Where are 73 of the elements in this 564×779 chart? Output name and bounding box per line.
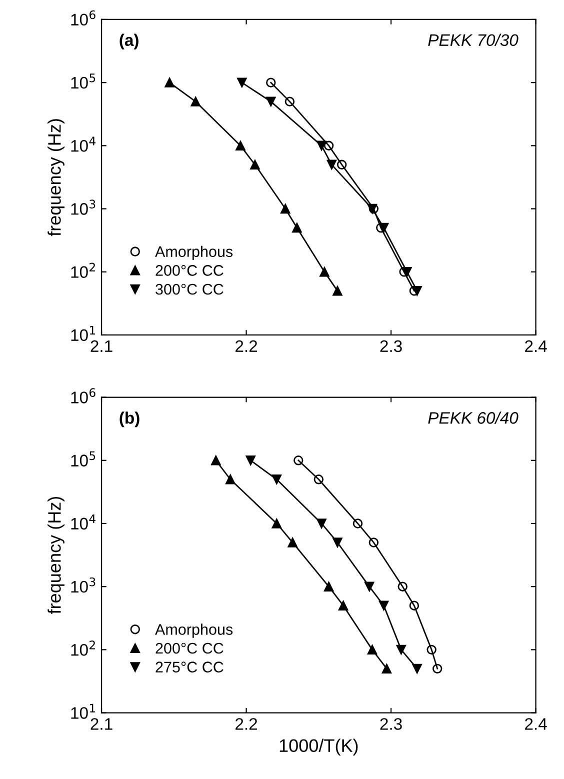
annotation: PEKK 70/30 <box>428 34 518 46</box>
y-tick-label: 10$^{5}$ <box>71 74 96 89</box>
point <box>316 518 326 528</box>
x-tick-label: 2.4 <box>525 718 547 730</box>
legend-label: Amorphous <box>155 246 233 260</box>
x-tick-label: 2.2 <box>236 718 258 730</box>
y-tick-label: 10$^{2}$ <box>71 262 95 278</box>
legend-label: 200°C CC <box>156 265 224 276</box>
x-tick-label: 2.1 <box>90 718 112 730</box>
point <box>368 538 379 548</box>
point <box>324 140 334 151</box>
y-tick-label: 10$^{1}$ <box>71 704 96 719</box>
x-axis-title: 1000/T(K) <box>280 738 358 756</box>
x-tick-label: 2.3 <box>380 340 402 352</box>
point <box>412 664 422 674</box>
point <box>316 140 326 151</box>
point <box>364 582 374 592</box>
point <box>336 160 347 170</box>
x-tick-label: 2.3 <box>380 718 402 730</box>
y-tick-label: 10$^{6}$ <box>71 388 96 404</box>
annotation: (b) <box>120 412 140 428</box>
point <box>378 600 389 610</box>
point <box>190 96 200 106</box>
point <box>250 160 260 170</box>
y-tick-label: 10$^{4}$ <box>71 514 96 530</box>
point <box>352 518 363 528</box>
point <box>314 474 324 484</box>
point <box>432 664 442 674</box>
point <box>398 582 408 592</box>
point <box>266 96 276 106</box>
y-tick-label: 10$^{2}$ <box>71 640 95 656</box>
point <box>326 160 337 170</box>
point <box>338 600 348 610</box>
point <box>280 204 290 214</box>
y-tick-label: 10$^{1}$ <box>71 326 96 342</box>
point <box>236 140 246 151</box>
legend-label: 300°C CC <box>156 284 224 295</box>
point <box>292 222 302 233</box>
point <box>426 644 436 655</box>
y-tick-label: 10$^{3}$ <box>71 577 96 593</box>
x-tick-label: 2.1 <box>90 340 112 352</box>
point <box>409 600 420 610</box>
y-tick-label: 10$^{3}$ <box>71 200 96 215</box>
point <box>266 78 276 88</box>
point <box>382 664 392 674</box>
legend-label: 200°C CC <box>156 642 224 654</box>
point <box>211 456 221 466</box>
point <box>284 96 295 106</box>
point <box>288 538 298 548</box>
point <box>272 474 282 484</box>
annotation: (a) <box>120 34 138 50</box>
point <box>332 538 342 548</box>
y-axis-title: frequency (Hz) <box>48 119 64 236</box>
point <box>320 267 330 277</box>
legend-label: 275°C CC <box>156 662 224 672</box>
annotation: PEKK 60/40 <box>428 412 518 424</box>
y-axis-title: frequency (Hz) <box>48 496 64 614</box>
y-tick-label: 10$^{4}$ <box>71 136 96 152</box>
x-tick-label: 2.2 <box>236 340 258 352</box>
y-tick-label: 10$^{6}$ <box>71 10 96 26</box>
y-tick-label: 10$^{5}$ <box>71 451 96 466</box>
point <box>246 456 256 466</box>
point <box>396 644 406 655</box>
point <box>225 474 236 484</box>
point <box>294 456 304 466</box>
point <box>332 286 342 296</box>
point <box>237 78 247 88</box>
legend-label: Amorphous <box>155 624 233 638</box>
point <box>367 644 378 655</box>
point <box>324 582 334 592</box>
point <box>164 78 174 88</box>
point <box>272 518 282 528</box>
x-tick-label: 2.4 <box>525 340 547 352</box>
